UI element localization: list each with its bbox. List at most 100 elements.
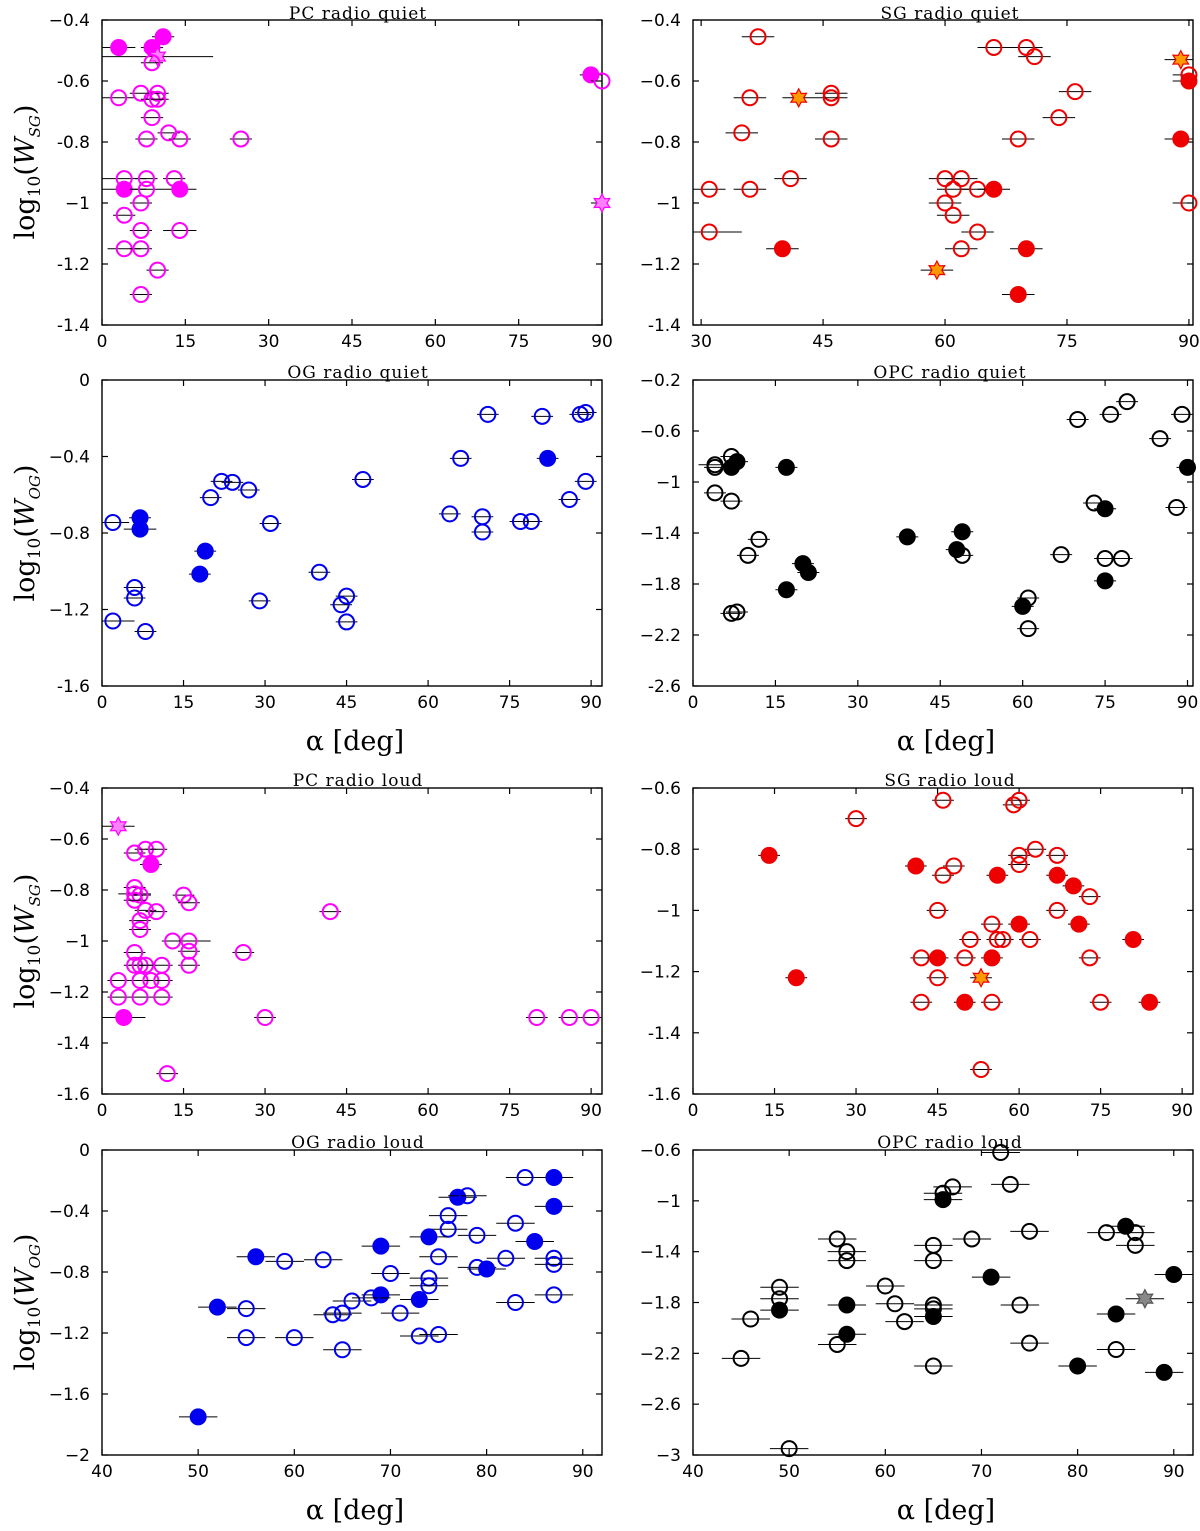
open-marker bbox=[126, 844, 144, 862]
x-tick-label: 30 bbox=[847, 693, 869, 713]
x-tick-label: 90 bbox=[580, 1101, 602, 1121]
x-tick-label: 90 bbox=[572, 1462, 594, 1482]
data-marks bbox=[178, 1168, 574, 1426]
svg-text:log10(WSG): log10(WSG) bbox=[10, 105, 45, 240]
open-marker bbox=[749, 28, 767, 46]
open-marker bbox=[104, 513, 122, 531]
open-marker bbox=[333, 1341, 351, 1359]
star-marker bbox=[789, 87, 808, 109]
open-marker bbox=[1011, 1296, 1029, 1314]
svg-text:log10(WOG): log10(WOG) bbox=[10, 1234, 45, 1371]
open-marker bbox=[131, 988, 149, 1006]
filled-marker bbox=[1180, 72, 1198, 90]
open-marker bbox=[171, 221, 189, 239]
open-marker bbox=[1021, 1334, 1039, 1352]
open-marker bbox=[143, 109, 161, 127]
y-tick-label: −1.6 bbox=[49, 1385, 90, 1405]
open-marker bbox=[468, 1226, 486, 1244]
open-marker bbox=[577, 404, 595, 422]
open-marker bbox=[838, 1252, 856, 1270]
y-axis-title: log10(WSG) bbox=[10, 105, 45, 240]
y-tick-label: -2.6 bbox=[648, 677, 681, 697]
filled-marker bbox=[142, 856, 160, 873]
open-marker bbox=[430, 1326, 448, 1344]
open-marker bbox=[750, 530, 768, 548]
x-tick-label: 45 bbox=[812, 332, 834, 352]
filled-marker bbox=[1155, 1363, 1173, 1381]
filled-marker bbox=[420, 1228, 438, 1246]
y-tick-label: −0.6 bbox=[640, 72, 681, 92]
open-marker bbox=[136, 901, 154, 919]
open-marker bbox=[251, 592, 269, 610]
axis-ticks: 40 50 60 70 80 90 −2 −1.6 −1.2 −0.8 −0.4 0 bbox=[49, 1141, 602, 1482]
open-marker bbox=[516, 1168, 534, 1186]
x-tick-label: 60 bbox=[1012, 693, 1034, 713]
open-marker bbox=[338, 587, 356, 605]
x-axis-title: α [deg] bbox=[897, 1495, 995, 1526]
open-marker bbox=[391, 1304, 409, 1322]
open-marker bbox=[952, 170, 970, 188]
open-marker bbox=[143, 54, 161, 72]
filled-marker bbox=[982, 1268, 1000, 1286]
open-marker bbox=[912, 993, 930, 1011]
panel-pc-radio-quiet: PC radio quiet log10(WSG) 0 15 30 45 60 75 90 -… bbox=[10, 4, 613, 352]
open-marker bbox=[237, 1300, 255, 1318]
open-marker bbox=[956, 949, 974, 967]
open-marker bbox=[324, 1306, 342, 1324]
open-marker bbox=[545, 1249, 563, 1267]
chart-title: PC radio quiet bbox=[289, 4, 427, 24]
open-marker bbox=[533, 407, 551, 425]
axis-ticks: 0 15 30 45 60 75 90 -1.6 -1.4 −1.2 −1 −0.8 −0.6 bbox=[640, 779, 1193, 1121]
filled-marker bbox=[956, 993, 974, 1011]
filled-marker bbox=[771, 1301, 789, 1319]
filled-marker bbox=[189, 1408, 207, 1426]
open-marker bbox=[1113, 550, 1131, 567]
y-tick-label: −1 bbox=[656, 194, 681, 214]
filled-marker bbox=[1165, 1266, 1183, 1284]
open-marker bbox=[593, 72, 611, 90]
open-marker bbox=[333, 1304, 351, 1322]
open-marker bbox=[577, 472, 595, 490]
open-marker bbox=[1019, 620, 1037, 638]
filled-marker bbox=[1141, 993, 1159, 1011]
axis-ticks: 30 45 60 75 90 -1.4 −1.2 −1 −0.8 −0.6 −0.4 bbox=[640, 11, 1200, 352]
y-tick-label: −1 bbox=[656, 1192, 681, 1212]
x-tick-label: 30 bbox=[258, 332, 280, 352]
y-tick-label: −1.2 bbox=[49, 983, 90, 1003]
open-marker bbox=[420, 1277, 438, 1295]
x-tick-label: 90 bbox=[1177, 693, 1199, 713]
open-marker bbox=[741, 180, 759, 198]
open-marker bbox=[180, 956, 198, 974]
y-tick-label: -1.4 bbox=[648, 316, 681, 336]
open-marker bbox=[728, 603, 746, 621]
x-tick-label: 75 bbox=[1090, 1101, 1112, 1121]
filled-marker bbox=[410, 1290, 428, 1308]
open-marker bbox=[706, 484, 724, 502]
chart-title: OPC radio loud bbox=[877, 1133, 1023, 1153]
y-tick-label: −2.2 bbox=[640, 1344, 681, 1364]
panel-opc-radio-loud: OPC radio loud α [deg] 40 50 60 70 80 90 −3 −2.… bbox=[640, 1133, 1194, 1526]
x-tick-label: 45 bbox=[929, 693, 951, 713]
open-marker bbox=[132, 286, 150, 303]
filled-marker bbox=[545, 1197, 563, 1215]
x-tick-label: 30 bbox=[254, 1101, 276, 1121]
filled-marker bbox=[1064, 877, 1082, 895]
open-marker bbox=[310, 563, 328, 581]
x-tick-label: 80 bbox=[1067, 1462, 1089, 1482]
open-marker bbox=[109, 988, 127, 1006]
open-marker bbox=[741, 89, 759, 107]
star-marker bbox=[927, 259, 946, 281]
open-marker bbox=[126, 589, 144, 607]
open-marker bbox=[452, 449, 470, 467]
x-tick-label: 15 bbox=[173, 693, 195, 713]
open-marker bbox=[983, 915, 1001, 933]
open-marker bbox=[771, 1278, 789, 1296]
open-marker bbox=[828, 1230, 846, 1248]
open-marker bbox=[410, 1327, 428, 1345]
star-marker bbox=[1136, 1288, 1154, 1309]
axis-ticks: 0 15 30 45 60 75 90 -2.6 −2.2 −1.8 −1.4 −1 −0.6 −0.2 bbox=[640, 371, 1199, 713]
filled-marker bbox=[115, 180, 133, 198]
axis-ticks: 0 15 30 45 60 75 90 -1.4 -1.2 −1 -0.8 -0.6 −0.4 bbox=[49, 11, 613, 352]
open-marker bbox=[132, 221, 150, 239]
open-marker bbox=[506, 1294, 524, 1311]
